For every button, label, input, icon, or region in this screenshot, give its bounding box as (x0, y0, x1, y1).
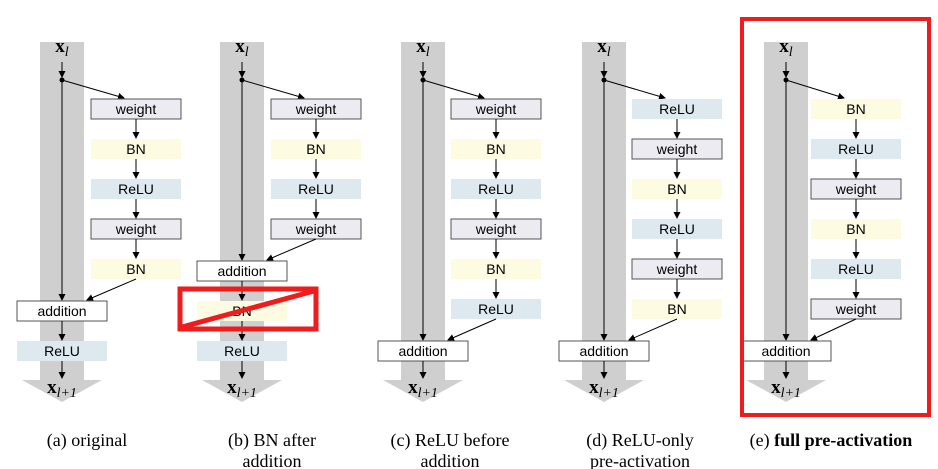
bn-label: BN (126, 261, 145, 277)
input-label: xl (597, 36, 611, 60)
relu-block (632, 219, 722, 239)
bn-label: BN (667, 181, 686, 197)
addition-label: addition (761, 343, 810, 359)
caption-line: (c) ReLU before (391, 430, 510, 451)
relu-block (17, 341, 107, 361)
weight-label: weight (295, 101, 337, 117)
panel-e: xl BN ReLU weight BN ReLU weight addition xl+1 (e… (740, 17, 931, 451)
weight-label: weight (115, 101, 157, 117)
panel-c: xl weight BN ReLU weight BN ReLU addition xl+1 (c… (377, 36, 542, 469)
relu-block (91, 179, 181, 199)
bn-label: BN (846, 101, 865, 117)
weight-label: weight (475, 221, 517, 237)
bn-block (451, 139, 541, 159)
merge-arrow (447, 318, 497, 341)
weight-label: weight (656, 141, 698, 157)
bn-block (632, 179, 722, 199)
bn-label: BN (306, 141, 325, 157)
bn-block (91, 259, 181, 279)
output-arrow-head (564, 380, 644, 402)
caption-line: (e) full pre-activation (750, 430, 913, 451)
cross-out-box (177, 286, 319, 332)
branch-arrow (785, 79, 845, 100)
relu-label: ReLU (118, 181, 154, 197)
relu-label: ReLU (478, 301, 514, 317)
addition-label: addition (217, 263, 266, 279)
bn-block (271, 139, 361, 159)
weight-label: weight (115, 221, 157, 237)
output-label: xl+1 (47, 377, 77, 401)
output-label: xl+1 (589, 377, 619, 401)
output-label: xl+1 (227, 377, 257, 401)
relu-label: ReLU (298, 181, 334, 197)
output-label: xl+1 (408, 377, 438, 401)
relu-label: ReLU (478, 181, 514, 197)
bn-label: BN (846, 221, 865, 237)
input-label: xl (55, 36, 69, 60)
branch-arrow (241, 79, 305, 100)
input-label: xl (779, 36, 793, 60)
input-label: xl (416, 36, 430, 60)
caption-line: addition (243, 451, 302, 469)
relu-label: ReLU (838, 141, 874, 157)
panel-d: xl ReLU weight BN ReLU weight BN addition xl+1 (d… (558, 36, 723, 469)
output-arrow-head (383, 380, 463, 402)
bn-block (91, 139, 181, 159)
merge-arrow (86, 278, 137, 301)
bn-block (632, 299, 722, 319)
output-arrow-head (202, 380, 282, 402)
relu-label: ReLU (838, 261, 874, 277)
relu-label: ReLU (659, 221, 695, 237)
bn-label: BN (486, 261, 505, 277)
bn-label: BN (486, 141, 505, 157)
merge-arrow (628, 318, 678, 341)
weight-label: weight (475, 101, 517, 117)
bn-label: BN (126, 141, 145, 157)
relu-block (271, 179, 361, 199)
caption-line: (d) ReLU-only (586, 430, 693, 451)
weight-label: weight (835, 301, 877, 317)
relu-block (451, 299, 541, 319)
caption-line: pre-activation (590, 451, 690, 469)
bn-block (451, 259, 541, 279)
relu-label: ReLU (224, 343, 260, 359)
relu-block (632, 99, 722, 119)
relu-block (451, 179, 541, 199)
weight-label: weight (295, 221, 337, 237)
bn-label: BN (667, 301, 686, 317)
caption-line: addition (421, 451, 480, 469)
input-label: xl (235, 36, 249, 60)
relu-block (811, 259, 901, 279)
addition-label: addition (398, 343, 447, 359)
cross-out-line (181, 288, 315, 330)
bn-block (811, 99, 901, 119)
output-arrow-head (22, 380, 102, 402)
panel-b: xlweightBNReLUweightadditionBNReLUxl+1(b… (177, 36, 362, 469)
weight-label: weight (835, 181, 877, 197)
merge-arrow (266, 238, 317, 261)
bn-block (811, 219, 901, 239)
addition-label: addition (579, 343, 628, 359)
addition-label: addition (37, 303, 86, 319)
relu-label: ReLU (44, 343, 80, 359)
branch-arrow (422, 79, 485, 100)
relu-block (197, 341, 287, 361)
caption-line: (b) BN after (228, 430, 316, 451)
output-arrow-head (746, 380, 826, 402)
branch-arrow (603, 79, 666, 100)
merge-arrow (810, 318, 857, 341)
weight-label: weight (656, 261, 698, 277)
caption-line: (a) original (47, 430, 127, 451)
branch-arrow (61, 79, 125, 100)
panel-a: xl weight BN ReLU weight BN addition ReLU xl+1 (a… (16, 36, 182, 451)
relu-block (811, 139, 901, 159)
relu-label: ReLU (659, 101, 695, 117)
highlight-frame (740, 17, 931, 417)
output-label: xl+1 (771, 377, 801, 401)
